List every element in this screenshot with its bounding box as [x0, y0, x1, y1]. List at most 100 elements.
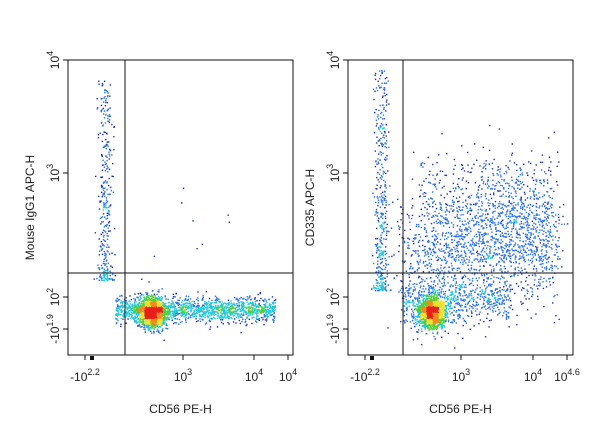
event-dot: [425, 297, 428, 300]
event-dot: [247, 311, 250, 313]
event-dot: [212, 306, 215, 308]
event-dot: [166, 312, 168, 314]
event-dot: [195, 311, 198, 313]
event-dot: [242, 318, 244, 321]
event-dot: [162, 304, 164, 306]
event-dot: [263, 324, 265, 326]
event-dot: [443, 244, 445, 247]
event-dot: [149, 329, 151, 331]
event-dot: [130, 298, 133, 301]
event-dot: [161, 317, 164, 320]
event-dot: [430, 296, 433, 299]
event-dot: [128, 305, 130, 307]
event-dot: [145, 304, 147, 306]
event-dot: [101, 191, 103, 193]
event-dot: [227, 214, 229, 216]
event-dot: [177, 304, 180, 306]
event-dot: [432, 332, 434, 334]
event-dot: [242, 314, 244, 316]
event-dot: [442, 324, 444, 326]
event-dot: [140, 313, 143, 316]
event-dot: [242, 302, 244, 305]
y-axis-label: Mouse IgG1 APC-H: [23, 155, 37, 260]
event-dot: [423, 297, 425, 300]
event-dot: [270, 306, 272, 309]
event-dot: [445, 300, 447, 303]
event-dot: [157, 323, 159, 325]
event-dot: [231, 313, 233, 315]
event-dot: [198, 305, 200, 307]
event-dot: [262, 318, 264, 321]
event-dot: [557, 258, 559, 260]
event-dot: [438, 309, 440, 312]
event-dot: [424, 235, 427, 237]
event-dot: [421, 318, 424, 321]
event-dot: [472, 220, 475, 222]
event-dot: [425, 304, 427, 306]
event-dot: [108, 155, 111, 157]
event-dot: [100, 176, 102, 178]
event-dot: [103, 97, 105, 99]
event-dot: [146, 303, 148, 305]
event-dot: [398, 225, 400, 227]
event-dot: [160, 307, 162, 309]
event-dot: [476, 280, 479, 282]
event-dot: [439, 313, 441, 315]
event-dot: [148, 327, 150, 329]
event-dot: [264, 319, 267, 321]
event-dot: [272, 309, 274, 311]
event-dot: [265, 313, 268, 316]
event-dot: [135, 306, 138, 308]
event-dot: [157, 329, 159, 331]
event-dot: [499, 278, 502, 280]
event-dot: [148, 295, 150, 297]
event-dot: [262, 308, 264, 310]
event-dot: [196, 304, 199, 307]
event-dot: [423, 301, 426, 304]
event-dot: [481, 254, 483, 256]
event-dot: [428, 271, 430, 273]
event-dot: [215, 302, 218, 304]
event-dot: [492, 265, 494, 268]
event-dot: [251, 317, 253, 319]
event-dot: [175, 310, 177, 312]
event-dot: [183, 303, 186, 306]
event-dot: [559, 258, 561, 260]
event-dot: [207, 307, 209, 309]
event-dot: [203, 313, 205, 315]
event-dot: [196, 305, 198, 307]
event-dot: [237, 308, 239, 310]
event-dot: [529, 188, 531, 190]
event-dot: [164, 309, 167, 312]
event-dot: [443, 319, 445, 321]
event-dot: [103, 146, 105, 148]
event-dot: [421, 325, 423, 327]
event-dot: [162, 308, 164, 311]
event-dot: [157, 295, 160, 298]
event-dot: [103, 80, 106, 82]
event-dot: [139, 295, 141, 297]
event-dot: [158, 291, 160, 293]
event-dot: [200, 315, 203, 317]
event-dot: [204, 317, 206, 319]
event-dot: [262, 307, 264, 310]
event-dot: [213, 301, 216, 304]
event-dot: [421, 311, 423, 313]
event-dot: [100, 109, 102, 112]
axis-marker: [90, 356, 94, 360]
event-dot: [137, 325, 139, 327]
event-dot: [242, 301, 244, 304]
event-dot: [107, 171, 109, 173]
event-dot: [116, 315, 119, 318]
event-dot: [242, 308, 244, 311]
event-dot: [145, 297, 147, 299]
event-dot: [145, 310, 148, 312]
event-dot: [407, 247, 409, 249]
event-dot: [166, 305, 168, 307]
event-dot: [152, 307, 154, 309]
event-dot: [231, 317, 233, 320]
event-dot: [431, 310, 433, 313]
event-dot: [265, 305, 267, 307]
event-dot: [177, 299, 179, 301]
event-dot: [264, 298, 266, 300]
